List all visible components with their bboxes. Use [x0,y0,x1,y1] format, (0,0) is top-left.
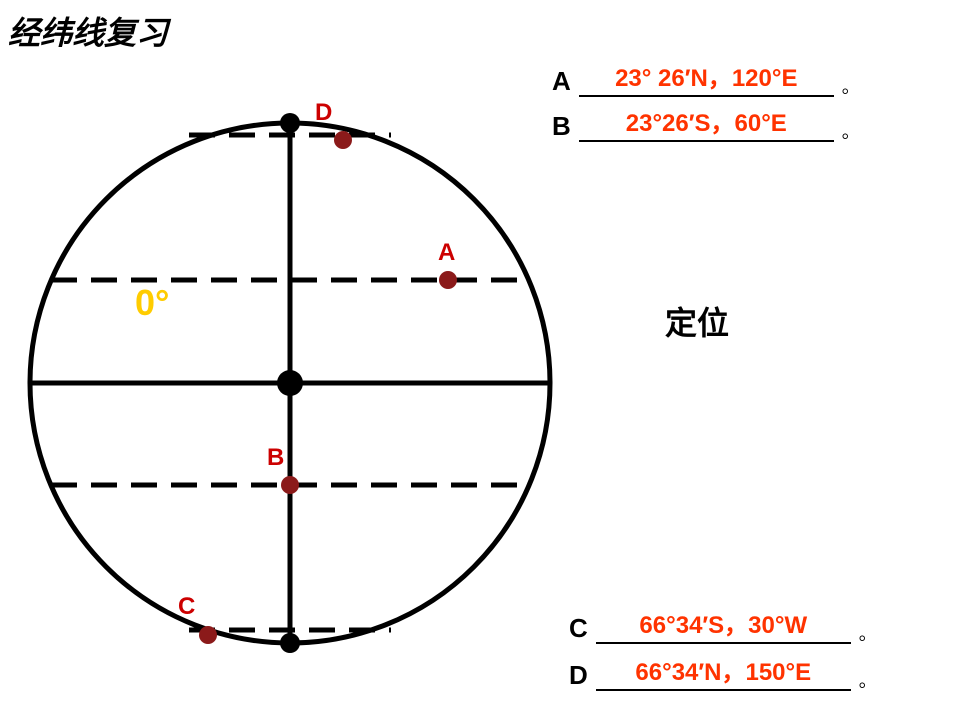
period-b: 。 [842,118,860,144]
answer-value-b: 23°26′S，60°E [579,103,834,142]
period-c: 。 [859,620,877,646]
answer-label-b: B [552,111,571,142]
svg-text:A: A [438,239,455,266]
answer-value-d: 66°34′N，150°E [596,652,851,691]
svg-text:C: C [178,593,195,620]
side-label: 定位 [665,298,729,344]
page-title: 经纬线复习 [8,8,168,54]
answer-value-a: 23° 26′N，120°E [579,58,834,97]
period-a: 。 [842,73,860,99]
zero-degree-label: 0° [135,282,169,324]
answer-label-d: D [569,660,588,691]
svg-text:D: D [315,99,332,126]
answer-value-c: 66°34′S，30°W [596,605,851,644]
period-d: 。 [859,667,877,693]
answer-row-b: B 23°26′S，60°E 。 [552,103,860,142]
answer-label-c: C [569,613,588,644]
globe-diagram: A B C D [25,65,555,700]
answer-row-a: A 23° 26′N，120°E 。 [552,58,860,97]
answer-row-c: C 66°34′S，30°W 。 [569,605,877,644]
answer-row-d: D 66°34′N，150°E 。 [569,652,877,691]
svg-text:B: B [267,444,284,471]
answer-label-a: A [552,66,571,97]
